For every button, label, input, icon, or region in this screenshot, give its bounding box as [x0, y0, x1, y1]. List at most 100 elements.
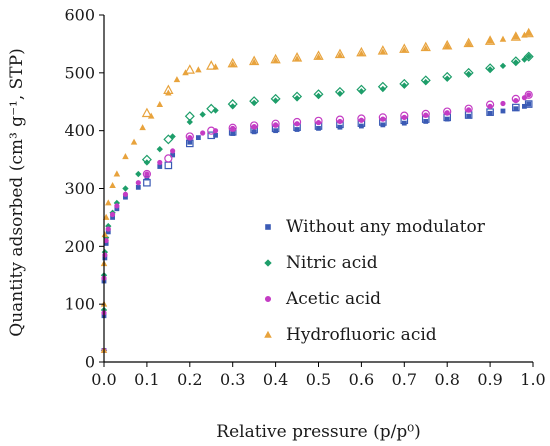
x-tick-label: 0.4 — [263, 370, 288, 389]
legend-label: Without any modulator — [286, 217, 486, 237]
adsorption-point — [122, 185, 129, 192]
adsorption-point — [466, 107, 472, 113]
legend-label: Nitric acid — [286, 253, 378, 273]
adsorption-point — [135, 180, 141, 186]
desorption-point — [484, 35, 496, 45]
x-axis-title: Relative pressure (p/p⁰) — [216, 422, 420, 442]
adsorption-point — [251, 124, 257, 130]
legend-item: Hydrofluoric acid — [264, 325, 437, 345]
adsorption-point — [487, 110, 493, 116]
adsorption-point — [250, 99, 258, 107]
y-tick-label: 300 — [64, 179, 95, 198]
x-tick-label: 0.5 — [306, 370, 331, 389]
adsorption-point — [486, 37, 494, 44]
adsorption-point — [422, 78, 429, 86]
adsorption-point — [487, 103, 493, 109]
adsorption-point — [169, 133, 176, 140]
adsorption-point — [102, 252, 108, 258]
adsorption-point — [212, 128, 219, 134]
adsorption-point — [173, 76, 181, 83]
desorption-point — [442, 39, 453, 50]
desorption-point — [141, 107, 153, 118]
adsorption-point — [525, 29, 532, 36]
adsorption-point — [195, 66, 202, 73]
adsorption-point — [114, 203, 120, 209]
adsorption-point — [358, 50, 365, 57]
adsorption-point — [212, 107, 219, 114]
desorption-point — [164, 161, 173, 170]
y-tick-label: 0 — [85, 353, 95, 372]
adsorption-point — [401, 46, 408, 53]
adsorption-point — [379, 48, 387, 55]
adsorption-point — [465, 40, 472, 47]
adsorption-point — [336, 90, 344, 97]
adsorption-point — [113, 170, 121, 177]
adsorption-point — [157, 159, 163, 166]
adsorption-point — [513, 97, 519, 104]
legend: Without any modulator Nitric acid Acetic a… — [264, 217, 486, 345]
adsorption-point — [380, 116, 386, 122]
adsorption-point — [143, 159, 151, 166]
adsorption-point — [466, 113, 472, 119]
adsorption-point — [401, 114, 407, 120]
adsorption-point — [199, 111, 206, 118]
desorption-point — [510, 31, 522, 41]
adsorption-point — [521, 56, 528, 63]
adsorption-point — [156, 101, 164, 108]
adsorption-point — [521, 95, 528, 101]
legend-marker-circle — [264, 295, 272, 303]
x-tick-label: 0.8 — [434, 370, 459, 389]
x-tick-label: 0.7 — [392, 370, 417, 389]
adsorption-point — [358, 88, 365, 95]
x-tick-label: 0.9 — [477, 370, 502, 389]
adsorption-point — [316, 125, 321, 131]
adsorption-point — [526, 101, 532, 107]
y-tick-label: 200 — [64, 237, 95, 256]
adsorption-point — [230, 131, 236, 136]
adsorption-point — [102, 213, 110, 220]
adsorption-point — [139, 124, 146, 131]
plot-area — [100, 27, 534, 354]
adsorption-point — [521, 31, 528, 38]
legend-marker-diamond — [264, 259, 272, 267]
desorption-point — [206, 103, 217, 114]
adsorption-point — [212, 63, 219, 70]
adsorption-point — [337, 124, 343, 130]
y-tick-label: 600 — [64, 6, 95, 25]
adsorption-point — [135, 184, 141, 190]
adsorption-point — [273, 128, 279, 134]
adsorption-point — [315, 119, 322, 126]
desorption-point — [228, 123, 237, 132]
x-tick-label: 0.3 — [220, 370, 245, 389]
adsorption-point — [105, 199, 112, 206]
desorption-point — [164, 154, 173, 163]
adsorption-point — [195, 135, 201, 141]
adsorption-point — [170, 148, 176, 154]
adsorption-point — [423, 112, 429, 118]
legend-item: Acetic acid — [264, 289, 381, 309]
adsorption-point — [499, 35, 507, 42]
adsorption-point — [443, 42, 451, 49]
adsorption-point — [444, 75, 451, 82]
adsorption-point — [293, 55, 301, 62]
adsorption-point — [122, 191, 129, 197]
adsorption-point — [444, 116, 450, 122]
adsorption-point — [251, 129, 257, 135]
adsorption-point — [500, 100, 506, 107]
adsorption-point — [336, 51, 344, 58]
adsorption-point — [422, 44, 430, 51]
adsorption-point — [105, 226, 111, 232]
adsorption-point — [513, 106, 519, 112]
legend-marker-triangle — [264, 330, 272, 338]
adsorption-point — [512, 59, 520, 66]
x-tick-label: 0.1 — [134, 370, 159, 389]
adsorption-point — [315, 53, 322, 60]
desorption-point — [142, 169, 152, 179]
x-tick-label: 0.0 — [91, 370, 116, 389]
adsorption-point — [444, 110, 450, 116]
adsorption-point — [130, 138, 138, 145]
adsorption-point — [187, 139, 193, 145]
adsorption-point — [157, 164, 163, 169]
adsorption-point — [135, 170, 142, 178]
